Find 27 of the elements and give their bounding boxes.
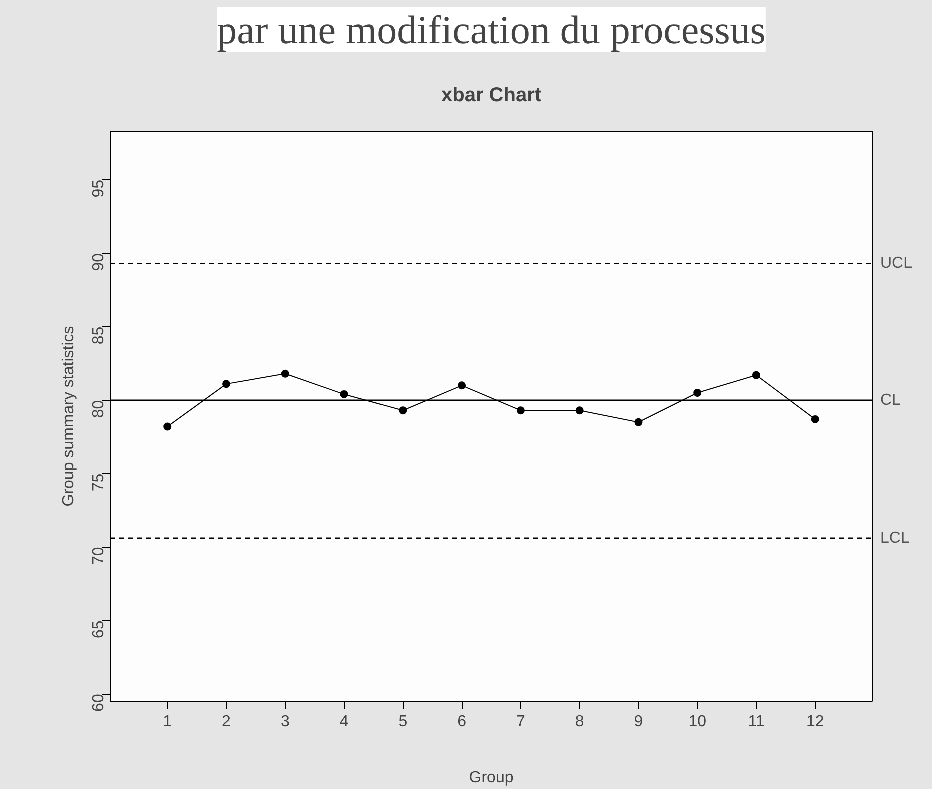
y-tick-label: 75 [90,474,108,492]
y-tick-label: 65 [90,620,108,638]
x-tick-label: 12 [806,714,824,730]
x-axis-title: Group [469,770,514,786]
y-tick-label: 85 [90,326,108,345]
x-tick-label: 11 [748,714,765,730]
x-tick-label: 1 [163,714,172,730]
y-axis-title: Group summary statistics [60,326,78,507]
y-tick-label: 80 [90,400,108,418]
y-tick-label: 90 [90,253,108,272]
y-tick-label: 70 [90,547,108,566]
x-tick-label: 4 [340,714,349,730]
chart-title: xbar Chart [441,84,542,106]
ref-line-label: CL [880,392,902,409]
x-tick-label: 8 [575,714,584,730]
x-tick-label: 9 [634,714,644,730]
x-tick-label: 10 [688,714,707,730]
x-tick-label: 7 [516,714,526,730]
x-tick-label: 5 [398,714,408,730]
x-tick-label: 6 [458,714,467,730]
y-tick-label: 60 [90,694,108,712]
x-tick-label: 2 [222,714,232,730]
x-tick-label: 3 [280,714,290,730]
ref-line-label: LCL [880,530,910,547]
text: par une modification du processus [217,8,766,52]
ref-line-label: UCL [880,255,913,272]
y-tick-label: 95 [90,180,108,198]
